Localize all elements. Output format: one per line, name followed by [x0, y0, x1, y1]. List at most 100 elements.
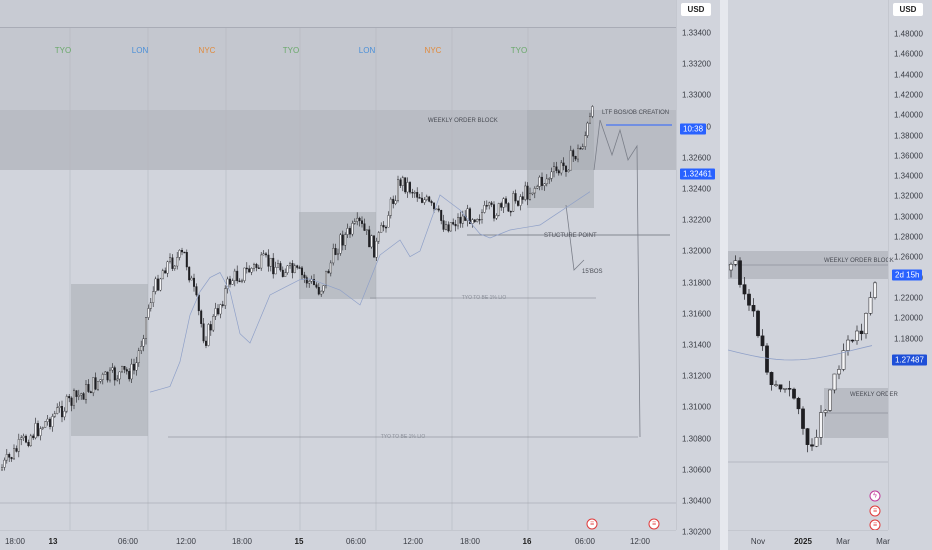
- candle-body: [430, 201, 433, 204]
- candle-body: [46, 418, 49, 422]
- candle-body: [22, 435, 25, 438]
- candle-body: [399, 179, 402, 186]
- candle-body: [418, 197, 421, 199]
- candle-body: [25, 435, 28, 443]
- candle-body: [514, 193, 517, 202]
- candle-body: [137, 350, 140, 363]
- ltf-bos-label: LTF BOS/OB CREATION: [602, 110, 670, 116]
- candle-body: [265, 253, 268, 256]
- candle-body: [269, 257, 272, 267]
- candle-body: [565, 165, 568, 172]
- candle-body: [473, 219, 476, 222]
- candle-body: [173, 265, 176, 269]
- candle-body: [118, 371, 121, 380]
- structure-point-label: STUCTURE POINT: [544, 233, 597, 239]
- right-price-axis[interactable]: USD 1.48000 1.46000 1.44000 1.42000 1.40000 1…: [888, 0, 932, 530]
- left-price-tick: 1.30200: [682, 527, 711, 537]
- candle-body: [351, 223, 354, 235]
- candle-body: [428, 196, 431, 202]
- candle-body: [120, 366, 123, 373]
- us-flag-icon[interactable]: ≡: [648, 518, 660, 530]
- candle-body: [68, 396, 71, 399]
- candle-body: [370, 235, 373, 248]
- candle-body: [279, 263, 282, 271]
- weekly-order-block-label-right: WEEKLY ORDER BLOCK: [824, 258, 894, 264]
- us-flag-icon[interactable]: ≡: [869, 519, 881, 531]
- right-plot-area[interactable]: WEEKLY ORDER BLOCK WEEKLY ORDER ϟ ≡ ≡: [728, 0, 898, 531]
- left-price-axis[interactable]: USD 1.334001.332001.330001.328001.326001…: [676, 0, 720, 537]
- candle-body: [202, 323, 205, 342]
- candle-body: [178, 250, 181, 258]
- candle-body: [101, 374, 104, 380]
- candle-body: [572, 150, 575, 157]
- candle-body: [490, 202, 493, 205]
- candle-body: [337, 253, 340, 255]
- candle-body: [185, 252, 188, 268]
- gb-flag-icon[interactable]: ≡: [586, 518, 598, 530]
- candle-body: [204, 340, 207, 346]
- lightning-icon[interactable]: ϟ: [869, 490, 881, 502]
- candle-body: [562, 162, 565, 167]
- candle-body: [245, 267, 248, 270]
- candle-body: [548, 178, 551, 180]
- candle-body: [53, 413, 56, 417]
- left-plot-area[interactable]: TYO LON NYC TYO LON NYC TYO WEEKLY ORDER BLOCK…: [0, 0, 676, 530]
- left-chart-pane[interactable]: TYO LON NYC TYO LON NYC TYO WEEKLY ORDER BLOCK…: [0, 0, 720, 550]
- candle-body: [589, 116, 592, 124]
- candle-body: [96, 381, 99, 390]
- moving-average: [149, 191, 591, 393]
- candle-body: [128, 371, 131, 380]
- candle-body: [397, 179, 400, 201]
- candle-body: [308, 281, 311, 284]
- candle-body: [221, 304, 224, 306]
- left-price-tick: 1.33400: [682, 28, 711, 38]
- right-price-tick: 1.48000: [894, 29, 923, 39]
- candle-body: [485, 205, 488, 207]
- candle-body: [17, 439, 20, 452]
- candle-body: [188, 266, 191, 281]
- candle-body: [113, 367, 116, 381]
- candle-body: [476, 218, 479, 222]
- candle-body: [329, 262, 332, 274]
- tyo-note-1: TYO TO BE 1% LIO: [461, 295, 507, 301]
- right-chart-pane[interactable]: WEEKLY ORDER BLOCK WEEKLY ORDER ϟ ≡ ≡ US…: [728, 0, 932, 550]
- currency-label[interactable]: USD: [893, 3, 923, 16]
- pane-divider[interactable]: [720, 0, 728, 550]
- left-time-axis[interactable]: 18:00 13 06:00 12:00 18:00 15 06:00 12:00 18:00 1…: [0, 530, 676, 550]
- candle-body: [51, 416, 54, 427]
- candle-body: [144, 317, 147, 339]
- left-price-tick: 1.33000: [682, 90, 711, 100]
- candle-body: [553, 166, 556, 173]
- right-price-tick: 1.40000: [894, 110, 923, 120]
- candle-body: [44, 421, 47, 428]
- candle-body: [125, 369, 128, 372]
- candle-body: [819, 412, 823, 438]
- left-price-tick: 1.32600: [682, 153, 711, 163]
- candle-body: [116, 378, 119, 381]
- candle-body: [519, 196, 522, 206]
- candle-body: [339, 234, 342, 254]
- candle-body: [478, 218, 481, 221]
- time-tick: 12:00: [175, 537, 197, 546]
- candle-body: [20, 437, 23, 440]
- candle-body: [550, 171, 553, 179]
- candle-body: [521, 196, 524, 200]
- candle-body: [495, 215, 498, 219]
- candle-body: [440, 210, 443, 221]
- time-tick: 06:00: [345, 537, 367, 546]
- candle-body: [389, 198, 392, 216]
- right-time-axis[interactable]: Nov 2025 Mar Mar: [728, 530, 890, 550]
- time-tick: 06:00: [574, 537, 596, 546]
- candle-body: [591, 106, 594, 117]
- candle-body: [783, 388, 787, 390]
- currency-label[interactable]: USD: [681, 3, 711, 16]
- candle-body: [94, 377, 97, 390]
- chart-header-band: [0, 0, 676, 28]
- candle-body: [502, 198, 505, 208]
- candle-body: [850, 339, 855, 342]
- gb-flag-icon[interactable]: ≡: [869, 505, 881, 517]
- candle-body: [394, 200, 397, 204]
- candle-body: [322, 285, 325, 292]
- candle-body: [289, 263, 292, 267]
- candle-body: [517, 200, 520, 206]
